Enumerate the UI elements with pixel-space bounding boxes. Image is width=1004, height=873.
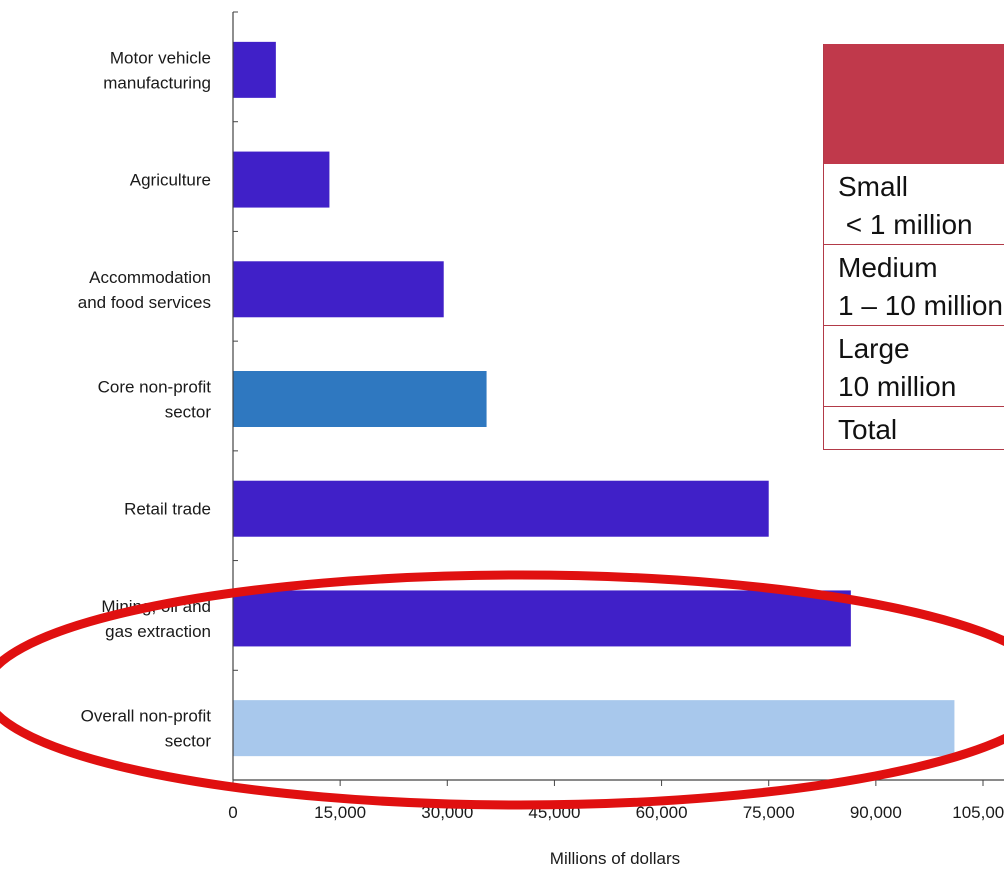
size-name: Large [838, 333, 910, 364]
table-header [824, 44, 1004, 164]
x-tick-label: 0 [228, 803, 237, 822]
category-labels: Motor vehicle manufacturing Agriculture Acc… [78, 48, 212, 750]
table-row-total: Total [824, 407, 1004, 450]
x-tick-label: 15,000 [314, 803, 366, 822]
category-label: Retail trade [124, 500, 211, 519]
firm-size-table: Small < 1 million Medium 1 – 10 million … [823, 44, 1004, 450]
x-tick-label: 60,000 [636, 803, 688, 822]
category-label: Mining, oil and gas extraction [101, 597, 211, 641]
x-axis-title: Millions of dollars [550, 849, 680, 868]
bar [233, 41, 276, 98]
bar [233, 700, 955, 757]
size-range: < 1 million [838, 209, 973, 240]
category-label: Accommodation and food services [78, 268, 211, 312]
category-label: Agriculture [130, 171, 211, 190]
size-name: Medium [838, 252, 938, 283]
size-range: 1 – 10 million [838, 290, 1003, 321]
bar [233, 151, 330, 208]
bar [233, 590, 851, 647]
category-label: Motor vehicle manufacturing [103, 48, 211, 92]
table-row-small: Small < 1 million [824, 164, 1004, 245]
size-name: Small [838, 171, 909, 202]
x-tick-label: 75,000 [743, 803, 795, 822]
table-row-medium: Medium 1 – 10 million [824, 245, 1004, 326]
size-name: Total [838, 414, 898, 445]
x-tick-label: 105,000 [952, 803, 1004, 822]
category-label: Core non-profit sector [98, 378, 212, 422]
bar [233, 371, 487, 427]
x-tick-label: 30,000 [421, 803, 473, 822]
size-range: 10 million [838, 371, 957, 402]
x-axis-ticks: 0 15,000 30,000 45,000 60,000 75,000 90,000 105… [228, 780, 1004, 822]
x-tick-label: 90,000 [850, 803, 902, 822]
category-label: Overall non-profit sector [81, 707, 212, 751]
bar [233, 261, 444, 318]
x-tick-label: 45,000 [528, 803, 580, 822]
table-row-large: Large 10 million [824, 326, 1004, 407]
bar [233, 480, 769, 537]
